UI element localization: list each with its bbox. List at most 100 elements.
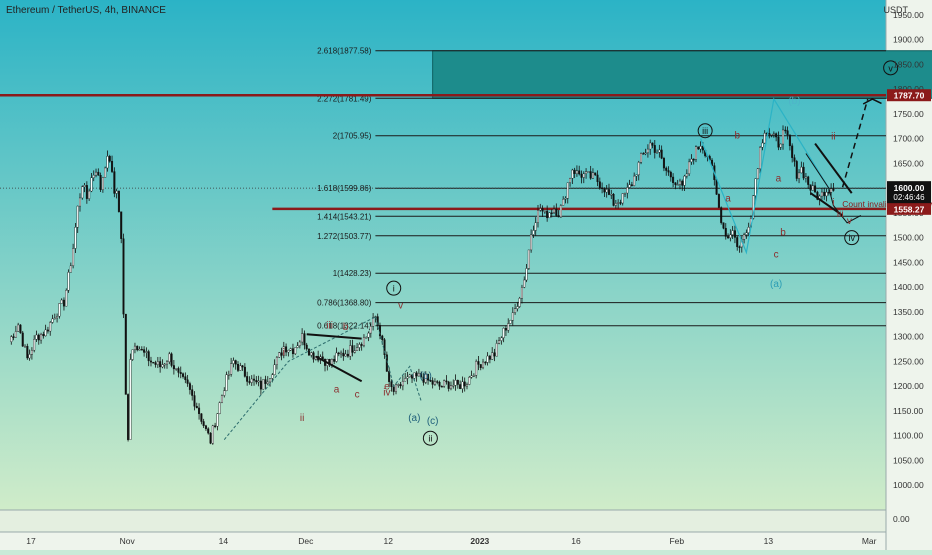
candle-body xyxy=(770,134,773,136)
candle-body xyxy=(17,324,20,332)
candle-body xyxy=(695,146,698,160)
y-tick-9: 1500.00 xyxy=(893,233,924,243)
candle-body xyxy=(468,377,471,385)
candle-body xyxy=(40,334,43,341)
candle-body xyxy=(516,306,519,309)
candle-body xyxy=(580,173,583,178)
candle-body xyxy=(120,211,123,239)
candle-body xyxy=(310,352,313,356)
candle-body xyxy=(177,368,180,373)
candle-body xyxy=(667,170,670,173)
candle-body xyxy=(546,210,549,219)
candle-body xyxy=(699,146,702,150)
candle-body xyxy=(26,345,29,359)
wave-label-14: a xyxy=(776,174,782,185)
wave-label-3: b xyxy=(343,322,349,333)
wave-label-4: a xyxy=(334,385,340,396)
candle-body xyxy=(413,372,416,379)
candle-body xyxy=(152,361,155,364)
candle-body xyxy=(10,336,13,342)
candle-body xyxy=(362,337,365,346)
wave-abc-path xyxy=(374,316,422,402)
candle-body xyxy=(241,365,244,368)
candle-body xyxy=(44,329,47,337)
candle-body xyxy=(65,290,68,307)
candle-body xyxy=(669,171,672,178)
candle-body xyxy=(562,198,565,206)
red-price-badge-text-1: 1558.27 xyxy=(894,204,925,214)
candle-body xyxy=(397,384,400,386)
candle-body xyxy=(548,212,551,219)
candle-body xyxy=(830,188,833,193)
candle-body xyxy=(305,344,308,350)
candle-body xyxy=(415,372,418,377)
candle-body xyxy=(768,133,771,135)
candle-body xyxy=(248,381,251,383)
candle-body xyxy=(578,170,581,175)
candle-body xyxy=(159,361,162,368)
candle-body xyxy=(163,363,166,366)
candle-body xyxy=(422,376,425,383)
price-unit-label: USDT xyxy=(883,5,909,15)
candle-body xyxy=(814,185,817,193)
candle-body xyxy=(624,192,627,195)
candle-body xyxy=(369,326,372,334)
candle-body xyxy=(727,236,730,239)
candle-body xyxy=(786,130,789,136)
candle-body xyxy=(301,333,304,343)
candle-body xyxy=(759,147,762,170)
candle-body xyxy=(575,170,578,174)
candle-body xyxy=(220,395,223,403)
candle-body xyxy=(784,129,787,132)
candle-body xyxy=(811,185,814,191)
candle-body xyxy=(772,133,775,135)
countdown-text: 02:46:46 xyxy=(893,193,925,202)
candle-body xyxy=(62,299,65,307)
volume-axis-label: 0.00 xyxy=(893,514,910,524)
candle-body xyxy=(349,345,352,357)
candle-body xyxy=(188,383,191,390)
y-tick-4: 1750.00 xyxy=(893,109,924,119)
triangle-upper-line xyxy=(306,333,362,340)
candle-body xyxy=(525,268,528,281)
candle-body xyxy=(346,353,349,357)
candle-body xyxy=(399,384,402,387)
candle-body xyxy=(804,176,807,179)
candle-body xyxy=(605,189,608,193)
candle-body xyxy=(731,230,734,236)
candle-body xyxy=(747,227,750,234)
candle-body xyxy=(33,339,36,351)
x-tick-9: Mar xyxy=(862,536,877,546)
candle-body xyxy=(140,349,143,351)
x-tick-8: 13 xyxy=(764,536,774,546)
candle-body xyxy=(692,158,695,161)
candle-body xyxy=(733,230,736,238)
candle-body xyxy=(111,161,114,172)
candle-body xyxy=(793,157,796,162)
candle-body xyxy=(683,175,686,186)
x-tick-0: 17 xyxy=(26,536,36,546)
candle-body xyxy=(275,357,278,365)
candle-body xyxy=(779,143,782,148)
candle-body xyxy=(186,379,189,384)
candle-body xyxy=(553,208,556,214)
candle-body xyxy=(193,395,196,407)
candle-body xyxy=(90,177,93,192)
candle-body xyxy=(236,364,239,371)
candle-body xyxy=(365,337,368,339)
volume-pane xyxy=(0,510,886,532)
candle-body xyxy=(543,210,546,213)
wave-label-20: i xyxy=(832,197,834,208)
current-price-badge xyxy=(887,181,931,204)
candle-body xyxy=(433,381,436,385)
candle-body xyxy=(285,346,288,353)
candle-body xyxy=(395,384,398,392)
candle-body xyxy=(404,378,407,382)
wave-ii-path xyxy=(223,316,376,441)
circled-wave-ring-4 xyxy=(883,60,899,76)
candle-body xyxy=(259,380,262,390)
candle-body xyxy=(820,191,823,197)
candle-body xyxy=(175,368,178,370)
candle-body xyxy=(802,166,805,179)
candle-body xyxy=(67,272,70,291)
